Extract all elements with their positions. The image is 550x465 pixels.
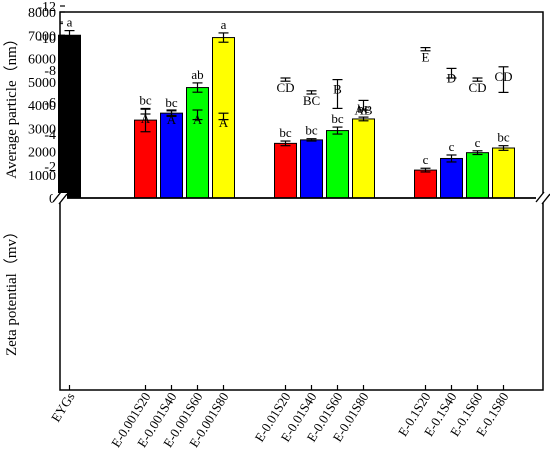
top-significance-label: a: [67, 15, 73, 30]
right-axis-break: [541, 193, 550, 205]
plot-frame: [59, 11, 544, 391]
top-bar: [492, 147, 515, 199]
top-y-axis-title: Average particle（nm）: [3, 31, 20, 179]
bottom-y-tick-label: -6: [44, 96, 56, 111]
left-axis-break: [52, 191, 62, 203]
top-bar: [326, 130, 349, 199]
left-axis-break-gap: [53, 193, 67, 203]
right-axis-break: [535, 191, 545, 203]
top-bar: [466, 152, 489, 199]
bottom-significance-label: BC: [303, 93, 320, 108]
bottom-y-tick-label: -8: [44, 64, 56, 79]
bottom-significance-label: CD: [276, 80, 294, 95]
x-category-label: EYGs: [48, 390, 78, 425]
bottom-significance-label: A: [193, 112, 203, 127]
top-bar: [274, 142, 297, 199]
top-bar: [440, 157, 463, 199]
top-bar: [186, 87, 209, 199]
bottom-y-tick-label: 0: [49, 192, 56, 207]
bottom-y-tick-label: -10: [37, 32, 56, 47]
bottom-significance-label: A: [219, 115, 229, 130]
bottom-significance-label: A: [167, 112, 177, 127]
bottom-y-axis-title: Zeta potential（mv）: [3, 224, 20, 356]
bottom-significance-label: E: [422, 50, 430, 65]
plot-area: 1000 2000 3000 4000 5000 6000 7000 8000 0 -2 -4 -6 -…: [28, 0, 550, 450]
left-axis-break: [58, 193, 68, 205]
bottom-significance-label: A: [141, 111, 151, 126]
top-y-tick-label: 5000: [28, 76, 56, 91]
top-y-tick-label: 2000: [28, 146, 56, 161]
top-significance-label: bc: [279, 125, 292, 140]
bottom-significance-label: A: [65, 117, 75, 132]
bottom-significance-label: B: [333, 82, 342, 97]
top-significance-label: c: [423, 152, 429, 167]
top-significance-label: c: [475, 135, 481, 150]
top-y-tick-label: 4000: [28, 99, 56, 114]
top-y-tick-label: 3000: [28, 122, 56, 137]
top-significance-label: bc: [305, 123, 318, 138]
bottom-significance-label: CD: [468, 80, 486, 95]
top-significance-label: ab: [191, 67, 203, 82]
top-significance-label: a: [221, 17, 227, 32]
top-significance-label: bc: [497, 130, 510, 145]
top-bar: [352, 118, 375, 199]
top-significance-label: c: [449, 139, 455, 154]
bottom-significance-label: D: [447, 70, 456, 85]
top-y-tick-label: 1000: [28, 169, 56, 184]
top-y-tick-label: 8000: [28, 6, 56, 21]
bottom-y-tick-label: -2: [44, 160, 56, 175]
top-y-tick-label: 7000: [28, 29, 56, 44]
bottom-y-tick-label: -4: [44, 128, 56, 143]
right-axis-break-gap: [536, 193, 550, 203]
top-significance-label: bc: [139, 92, 152, 107]
top-significance-label: bc: [331, 111, 344, 126]
bottom-significance-label: AB: [354, 102, 372, 117]
bottom-significance-label: CD: [494, 69, 512, 84]
top-significance-label: bc: [165, 95, 178, 110]
bottom-y-tick-label: -12: [37, 0, 56, 15]
top-bar: [414, 169, 437, 199]
top-bar: [300, 139, 323, 199]
top-y-tick-label: 6000: [28, 53, 56, 68]
